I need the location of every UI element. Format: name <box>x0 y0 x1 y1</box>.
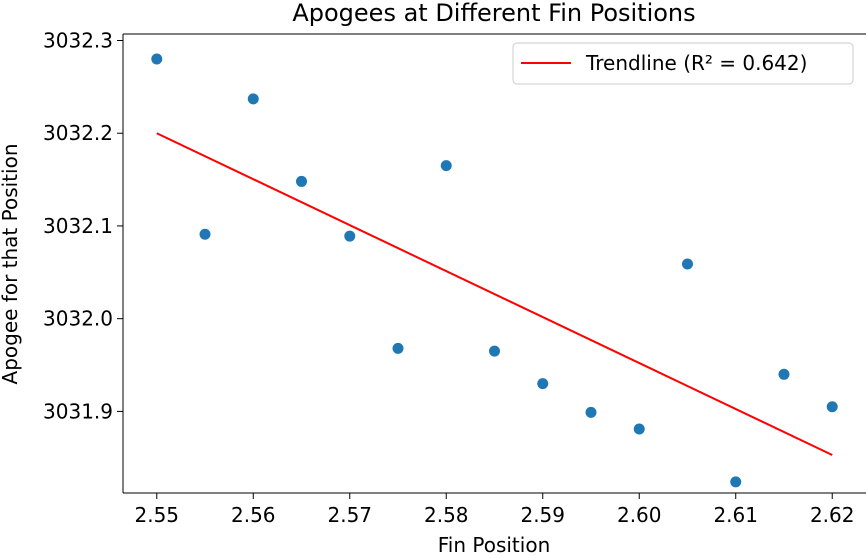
scatter-point <box>730 476 742 488</box>
scatter-point <box>199 228 211 240</box>
y-tick-label: 3032.0 <box>43 307 113 331</box>
scatter-point <box>247 93 259 105</box>
scatter-point <box>296 175 308 187</box>
scatter-point <box>151 53 163 65</box>
plot-area: 2.55 2.56 2.57 2.58 2.59 2.60 2.61 2.62 3031.9 30… <box>43 28 866 527</box>
x-tick-label: 2.58 <box>424 503 469 527</box>
x-tick-label: 2.59 <box>520 503 565 527</box>
x-tick-label: 2.60 <box>617 503 662 527</box>
x-tick-label: 2.62 <box>810 503 855 527</box>
scatter-point <box>344 230 356 242</box>
y-tick-label: 3032.1 <box>43 214 113 238</box>
y-tick-label: 3032.3 <box>43 28 113 52</box>
scatter-point <box>489 345 500 357</box>
legend-trendline-label: Trendline (R² = 0.642) <box>585 51 807 75</box>
x-tick-label: 2.61 <box>713 503 758 527</box>
x-tick-label: 2.56 <box>231 503 276 527</box>
trendline <box>156 132 833 456</box>
legend: Trendline (R² = 0.642) <box>512 42 854 85</box>
scatter-point <box>681 258 693 270</box>
x-axis-title: Fin Position <box>438 533 551 557</box>
y-tick-label: 3031.9 <box>43 399 113 423</box>
scatter-point <box>440 160 452 172</box>
scatter-point <box>633 423 645 435</box>
y-axis-title: Apogee for that Position <box>0 144 22 385</box>
legend-box <box>512 42 854 85</box>
scatter-point <box>585 406 597 418</box>
x-tick-label: 2.57 <box>327 503 372 527</box>
scatter-point <box>537 378 549 390</box>
chart-title: Apogees at Different Fin Positions <box>292 0 695 27</box>
x-tick-label: 2.55 <box>135 503 180 527</box>
scatter-point <box>392 342 404 354</box>
y-tick-label: 3032.2 <box>43 121 113 145</box>
scatter-point <box>826 401 838 413</box>
scatter-point <box>778 368 790 380</box>
